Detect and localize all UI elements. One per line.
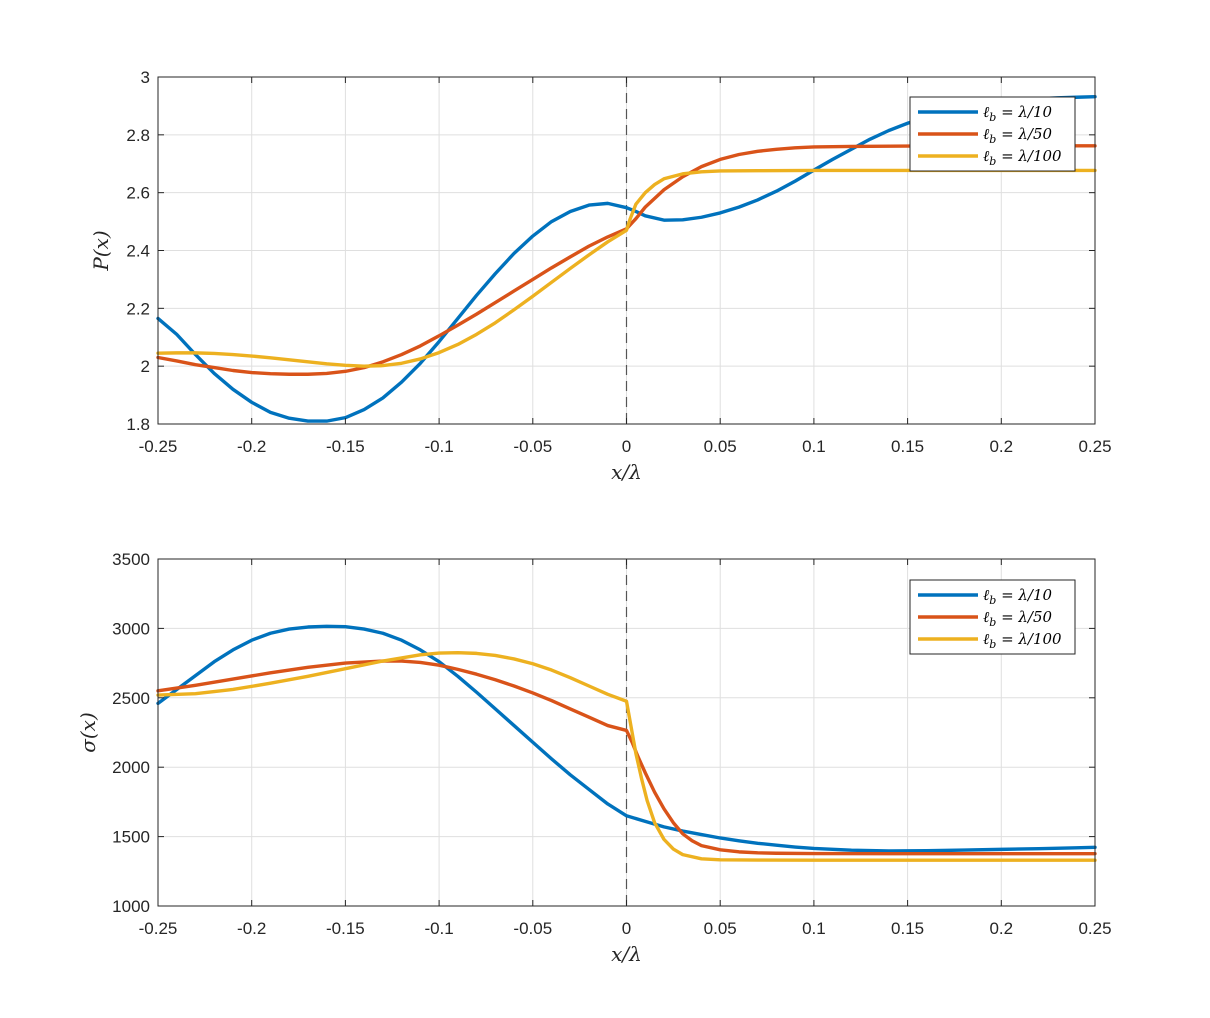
legend-label-3: ℓb = λ/100 — [983, 630, 1062, 651]
y-tick-label: 2.4 — [126, 242, 150, 261]
x-tick-label: -0.2 — [237, 437, 266, 456]
x-tick-label: 0.25 — [1078, 437, 1111, 456]
legend-label-2: ℓb = λ/50 — [983, 125, 1053, 146]
x-tick-label: -0.25 — [139, 919, 178, 938]
x-tick-label: 0.15 — [891, 437, 924, 456]
y-tick-label: 1000 — [112, 897, 150, 916]
x-tick-label: 0.05 — [704, 437, 737, 456]
x-tick-label: 0.2 — [989, 437, 1013, 456]
y-tick-label: 2 — [141, 357, 150, 376]
x-tick-label: -0.2 — [237, 919, 266, 938]
legend-label-1: ℓb = λ/10 — [983, 586, 1053, 607]
x-axis-label: x/λ — [611, 942, 642, 966]
x-tick-label: 0 — [622, 919, 631, 938]
x-tick-label: -0.05 — [513, 437, 552, 456]
y-tick-label: 2000 — [112, 758, 150, 777]
series-line-2 — [156, 144, 1097, 376]
series-line-3 — [156, 650, 1097, 862]
x-axis-label: x/λ — [611, 460, 642, 484]
y-tick-label: 3 — [141, 68, 150, 87]
legend-label-2: ℓb = λ/50 — [983, 608, 1053, 629]
top-plot: -0.25 -0.2 -0.15 -0.1 -0.05 0 0.05 0.1 0.15 0.2 0.… — [89, 68, 1112, 484]
y-tick-label: 3500 — [112, 550, 150, 569]
x-tick-label: 0.15 — [891, 919, 924, 938]
x-tick-label: -0.15 — [326, 437, 365, 456]
x-tick-label: -0.15 — [326, 919, 365, 938]
x-tick-label: 0.25 — [1078, 919, 1111, 938]
legend-label-3: ℓb = λ/100 — [983, 147, 1062, 168]
x-tick-label: -0.25 — [139, 437, 178, 456]
bottom-plot: -0.25 -0.2 -0.15 -0.1 -0.05 0 0.05 0.1 0.15 0.2 0.… — [76, 550, 1112, 966]
series-line-1 — [156, 624, 1097, 853]
y-axis-label: σ(x) — [76, 712, 100, 753]
legend-label-1: ℓb = λ/10 — [983, 103, 1053, 124]
x-tick-label: 0.2 — [989, 919, 1013, 938]
y-tick-label: 1.8 — [126, 415, 150, 434]
x-tick-label: -0.05 — [513, 919, 552, 938]
x-tick-label: 0.05 — [704, 919, 737, 938]
x-tick-label: 0.1 — [802, 437, 826, 456]
y-tick-label: 1500 — [112, 828, 150, 847]
y-tick-label: 2.6 — [126, 184, 150, 203]
x-tick-label: 0 — [622, 437, 631, 456]
y-tick-label: 3000 — [112, 619, 150, 638]
y-axis-label: P(x) — [89, 230, 113, 271]
series-line-3 — [156, 168, 1097, 368]
x-tick-label: 0.1 — [802, 919, 826, 938]
y-tick-label: 2.2 — [126, 299, 150, 318]
x-tick-label: -0.1 — [424, 437, 453, 456]
y-tick-label: 2500 — [112, 689, 150, 708]
y-tick-label: 2.8 — [126, 126, 150, 145]
x-tick-label: -0.1 — [424, 919, 453, 938]
